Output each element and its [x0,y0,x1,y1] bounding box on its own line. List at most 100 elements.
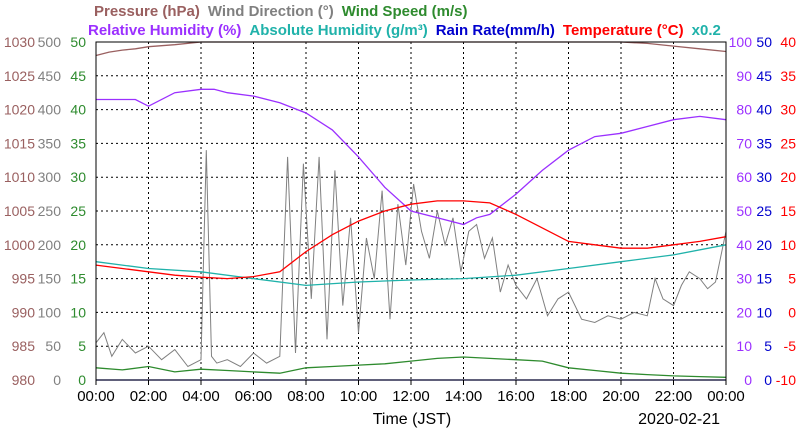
header-top: Pressure (hPa) Wind Direction (°) Wind Spe… [94,3,467,20]
tick-label-temp: 15 [780,203,796,219]
tick-label-pressure: 1015 [4,135,35,151]
date-label: 2020-02-21 [638,411,720,428]
left-axes: 1030102510201015101010051000995990985980… [4,34,86,388]
tick-label-pressure: 995 [12,271,36,287]
right-axes: 1009080706050403020100504540353025201510… [729,34,797,388]
tick-label-rh: 60 [736,169,752,185]
tick-label-rain: 0 [764,372,772,388]
tick-label-rain: 15 [756,271,772,287]
x-tick-label: 20:00 [602,388,640,405]
tick-label-wind_dir: 400 [38,102,62,118]
tick-label-pressure: 1010 [4,169,35,185]
x-axis: 00:00 02:00 04:00 06:00 08:00 10:00 12:00 14:00… [77,380,745,405]
tick-label-temp: 5 [788,271,796,287]
tick-label-temp: 35 [780,68,796,84]
x-axis-label: Time (JST) [373,411,452,428]
series-line-temp [95,200,727,280]
tick-label-rh: 20 [736,304,752,320]
tick-label-rh: 40 [736,237,752,253]
tick-label-pressure: 1000 [4,237,35,253]
tick-label-wind_dir: 0 [53,372,61,388]
x-tick-label: 08:00 [287,388,325,405]
tick-label-rh: 50 [736,203,752,219]
header-bottom: Relative Humidity (%) Absolute Humidity (… [88,22,721,39]
tick-label-rh: 0 [744,372,752,388]
series-line-wind_speed [95,356,727,378]
tick-label-wind_dir: 350 [38,135,62,151]
tick-label-rain: 20 [756,237,772,253]
tick-label-rain: 30 [756,169,772,185]
header-label-temp: Temperature (°C) [563,22,684,39]
tick-label-rain: 40 [756,102,772,118]
x-tick-label: 00:00 [707,388,745,405]
tick-label-pressure: 1025 [4,68,35,84]
tick-label-wind_speed: 15 [70,271,86,287]
header-label-pressure: Pressure (hPa) [94,3,200,20]
tick-label-wind_speed: 5 [78,338,86,354]
tick-label-wind_dir: 100 [38,304,62,320]
tick-label-wind_dir: 50 [45,338,61,354]
tick-label-pressure: 990 [12,304,36,320]
tick-label-temp: -10 [776,372,796,388]
tick-label-wind_speed: 0 [78,372,86,388]
tick-label-rain: 35 [756,135,772,151]
tick-label-wind_dir: 500 [38,34,62,50]
header-label-wind_speed: Wind Speed (m/s) [342,3,468,20]
tick-label-temp: 30 [780,102,796,118]
tick-label-rain: 50 [756,34,772,50]
x-tick-label: 16:00 [497,388,535,405]
header-label-wind_dir: Wind Direction (°) [208,3,334,20]
x-tick-label: 14:00 [445,388,483,405]
x-tick-label: 02:00 [130,388,168,405]
tick-label-pressure: 985 [12,338,36,354]
tick-label-wind_speed: 40 [70,102,86,118]
x-tick-label: 12:00 [392,388,430,405]
tick-label-temp: 0 [788,304,796,320]
series-line-rh [96,88,727,226]
tick-label-wind_speed: 20 [70,237,86,253]
header-label-ah: Absolute Humidity (g/m³) [249,22,427,39]
x-tick-label: 18:00 [550,388,588,405]
tick-label-wind_dir: 200 [38,237,62,253]
x-tick-label: 04:00 [182,388,220,405]
tick-label-wind_speed: 50 [70,34,86,50]
tick-label-temp: 10 [780,237,796,253]
tick-label-rain: 45 [756,68,772,84]
tick-label-wind_speed: 25 [70,203,86,219]
tick-label-wind_speed: 45 [70,68,86,84]
tick-label-rain: 10 [756,304,772,320]
tick-label-rain: 25 [756,203,772,219]
x-tick-label: 22:00 [655,388,693,405]
tick-label-rh: 30 [736,271,752,287]
tick-label-pressure: 1020 [4,102,35,118]
tick-label-pressure: 980 [12,372,36,388]
tick-label-pressure: 1005 [4,203,35,219]
tick-label-rain: 5 [764,338,772,354]
tick-label-wind_dir: 150 [38,271,62,287]
x-tick-label: 06:00 [235,388,273,405]
tick-label-wind_speed: 30 [70,169,86,185]
tick-label-rh: 10 [736,338,752,354]
tick-label-rh: 70 [736,135,752,151]
series-line-ah [95,244,727,287]
tick-label-temp: -5 [784,338,797,354]
tick-label-rh: 100 [729,34,753,50]
header-label-rain: Rain Rate(mm/h) [436,22,555,39]
tick-label-wind_speed: 35 [70,135,86,151]
tick-label-rh: 80 [736,102,752,118]
series-line-wind_dir [95,150,727,368]
tick-label-wind_dir: 300 [38,169,62,185]
x-tick-label: 00:00 [77,388,115,405]
tick-label-temp: 25 [780,135,796,151]
tick-label-pressure: 1030 [4,34,35,50]
tick-label-rh: 90 [736,68,752,84]
tick-label-wind_speed: 10 [70,304,86,320]
header-label-ah_scale: x0.2 [692,22,721,39]
header-label-rh: Relative Humidity (%) [88,22,241,39]
tick-label-temp: 20 [780,169,796,185]
tick-label-wind_dir: 450 [38,68,62,84]
tick-label-wind_dir: 250 [38,203,62,219]
x-tick-label: 10:00 [340,388,378,405]
grid [96,42,726,380]
